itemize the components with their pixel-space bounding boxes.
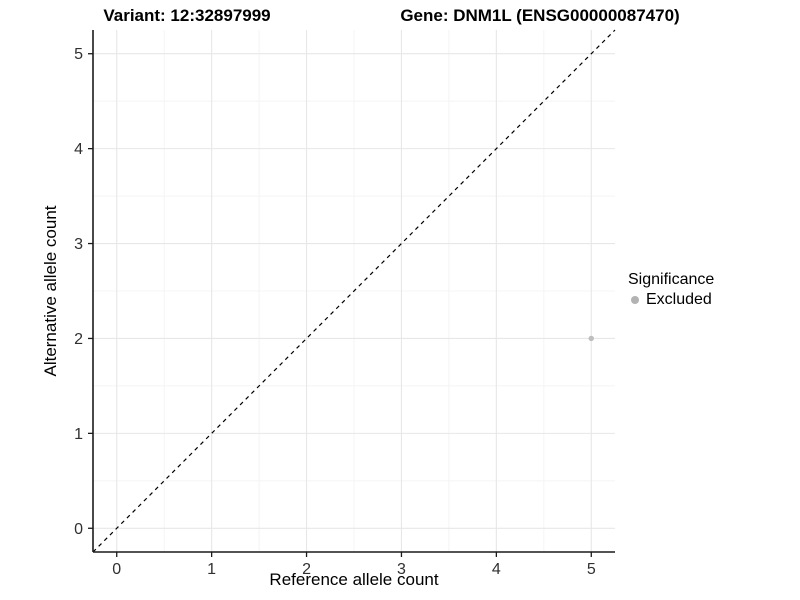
svg-text:5: 5 xyxy=(587,561,596,578)
svg-text:1: 1 xyxy=(74,426,83,443)
svg-text:5: 5 xyxy=(74,46,83,63)
plot-title-gene: Gene: DNM1L (ENSG00000087470) xyxy=(400,6,680,25)
legend-item-label: Excluded xyxy=(646,291,712,308)
svg-text:0: 0 xyxy=(112,561,121,578)
x-axis-label: Reference allele count xyxy=(269,570,439,589)
legend-item-excluded: Excluded xyxy=(628,291,714,309)
svg-text:0: 0 xyxy=(74,521,83,538)
svg-text:3: 3 xyxy=(397,561,406,578)
y-axis-label: Alternative allele count xyxy=(41,205,60,377)
svg-text:1: 1 xyxy=(207,561,216,578)
svg-text:2: 2 xyxy=(74,331,83,348)
legend-title: Significance xyxy=(628,271,715,288)
svg-text:3: 3 xyxy=(74,236,83,253)
svg-text:4: 4 xyxy=(492,561,501,578)
plot-title-variant: Variant: 12:32897999 xyxy=(103,6,271,25)
legend: Significance Excluded xyxy=(628,271,714,309)
svg-text:2: 2 xyxy=(302,561,311,578)
svg-text:4: 4 xyxy=(74,141,83,158)
legend-point-icon xyxy=(631,296,639,304)
